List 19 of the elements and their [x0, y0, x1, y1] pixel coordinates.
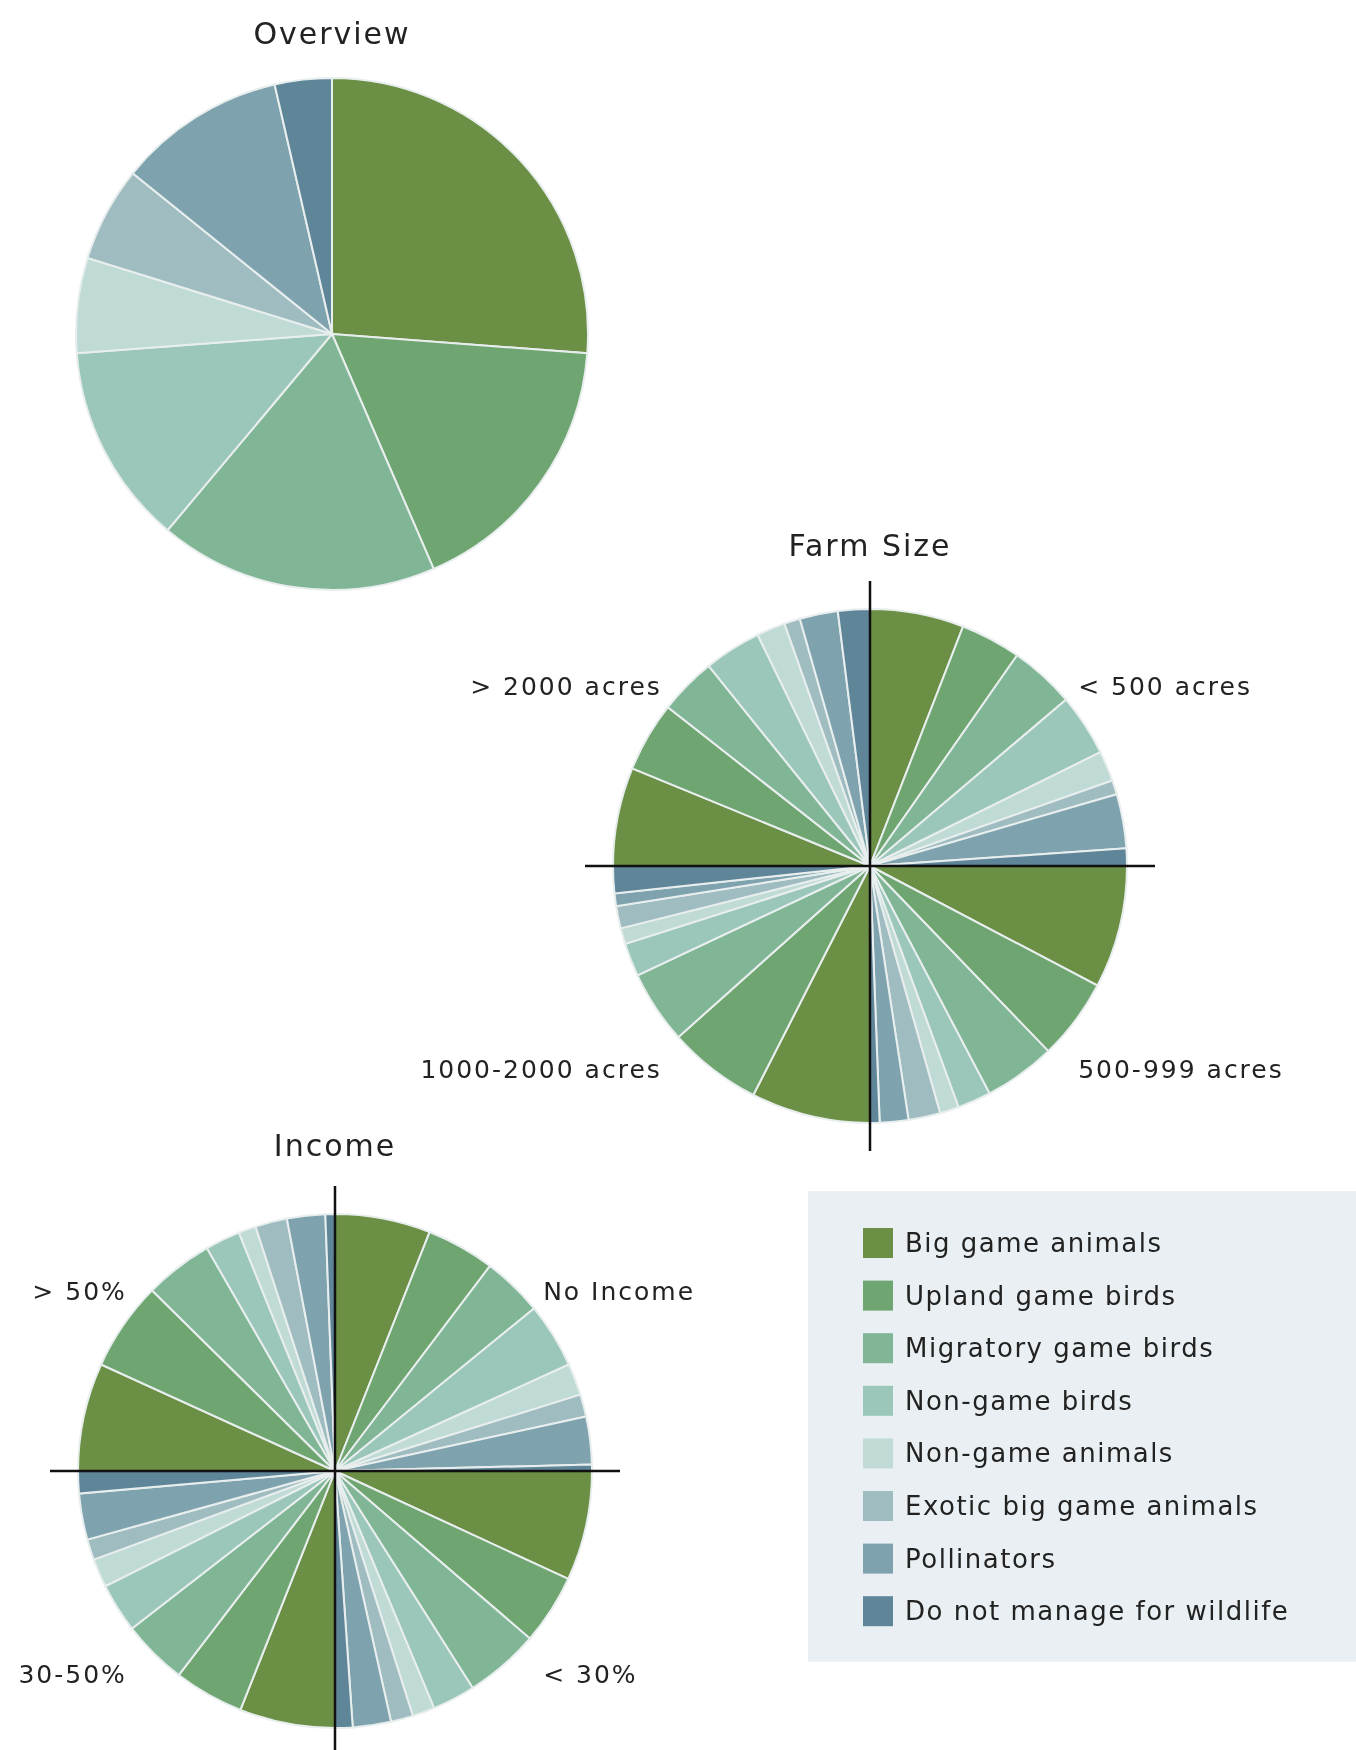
- legend-label: Exotic big game animals: [905, 1491, 1259, 1521]
- text: 30-50%: [18, 1659, 127, 1689]
- legend-label: Migratory game birds: [905, 1333, 1215, 1364]
- text: < 500 acres: [1078, 671, 1252, 701]
- legend-label: Upland game birds: [905, 1280, 1177, 1311]
- text: > 2000 acres: [470, 671, 662, 701]
- chart-title: Overview: [253, 16, 411, 51]
- text: 1000-2000 acres: [420, 1054, 662, 1084]
- chart-title: Farm Size: [788, 528, 952, 563]
- text: 500-999 acres: [1078, 1054, 1284, 1084]
- text: > 50%: [32, 1276, 127, 1306]
- text: No Income: [543, 1276, 696, 1306]
- text: < 30%: [543, 1659, 638, 1689]
- chart-title: Income: [273, 1128, 397, 1163]
- legend-label: Big game animals: [905, 1228, 1163, 1258]
- legend-label: Do not manage for wildlife: [905, 1596, 1290, 1627]
- legend-label: Pollinators: [905, 1543, 1057, 1574]
- legend-label: Non-game birds: [905, 1385, 1134, 1416]
- legend-label: Non-game animals: [905, 1438, 1174, 1469]
